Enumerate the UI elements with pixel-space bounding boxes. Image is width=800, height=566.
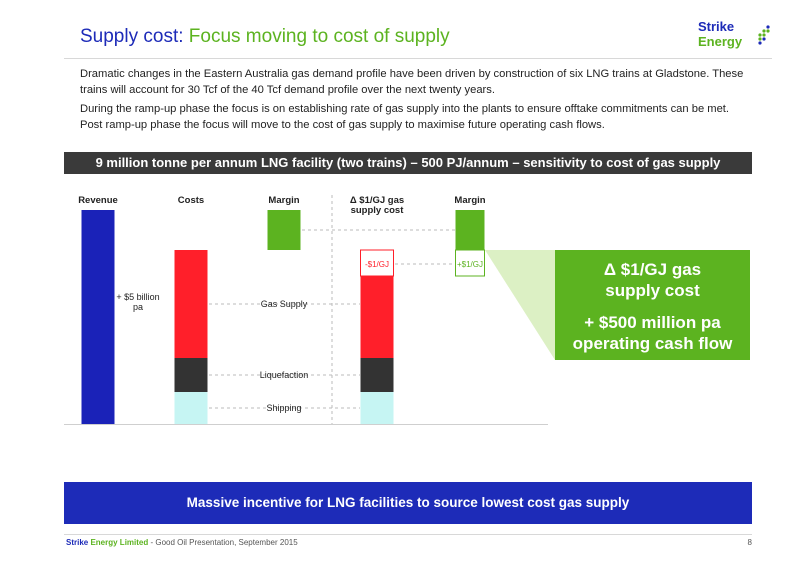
intro-paragraph-2: During the ramp-up phase the focus is on…: [80, 103, 730, 131]
bar-new-margin: [455, 210, 485, 250]
bottom-banner: Massive incentive for LNG facilities to …: [64, 482, 752, 524]
column-header-5-line-1: Margin: [454, 195, 485, 206]
callout-line4: operating cash flow: [572, 334, 733, 353]
annotation-revenue-line-2: pa: [133, 302, 143, 312]
footer-strike: Strike: [66, 538, 89, 547]
bar-costs-shipping: [174, 392, 208, 424]
page-number: 8: [747, 538, 752, 547]
label-liquefaction: Liquefaction: [260, 370, 309, 380]
annotation-delta-margin: +$1/GJ: [457, 260, 483, 269]
logo-energy: Energy: [698, 34, 743, 49]
bar-revenue: [81, 210, 115, 424]
column-header-3-line-1: Margin: [268, 195, 299, 206]
logo-dots-icon: [758, 25, 770, 45]
label-gas-supply: Gas Supply: [261, 299, 308, 309]
header-divider: [64, 58, 772, 59]
footer-energy: Energy Limited: [88, 538, 149, 547]
bar-costs-liquefaction: [174, 358, 208, 392]
callout-line1: Δ $1/GJ gas: [603, 260, 702, 279]
bar-delta-shipping: [360, 392, 394, 424]
column-header-4-line-2: supply cost: [351, 205, 405, 216]
column-header-2-line-1: Costs: [178, 195, 204, 206]
column-header-4-line-1: Δ $1/GJ gas: [350, 195, 404, 206]
annotation-revenue-line-1: + $5 billion: [116, 292, 159, 302]
footer: Strike Energy Limited - Good Oil Present…: [66, 538, 298, 547]
callout-wedge: [485, 250, 555, 360]
callout-line3: + $500 million pa: [584, 313, 721, 332]
bar-new-margin-increment: [455, 249, 485, 277]
footer-divider: [64, 534, 752, 535]
label-shipping: Shipping: [266, 403, 301, 413]
footer-rest: - Good Oil Presentation, September 2015: [148, 538, 298, 547]
bar-delta-gas-supply: [360, 276, 394, 358]
bar-margin: [267, 210, 301, 250]
intro-paragraph-1: Dramatic changes in the Eastern Australi…: [80, 68, 744, 96]
bar-costs-gas-supply: [174, 250, 208, 358]
title-part2: Focus moving to cost of supply: [188, 26, 450, 47]
annotation-delta-cost: -$1/GJ: [365, 260, 389, 269]
strike-energy-logo: Strike Energy: [662, 19, 772, 55]
page-title: Supply cost: Focus moving to cost of sup…: [80, 26, 450, 48]
logo-strike: Strike: [698, 19, 735, 34]
bar-delta-liquefaction: [360, 358, 394, 392]
title-part1: Supply cost:: [80, 26, 189, 47]
callout-box: Δ $1/GJ gas supply cost + $500 million p…: [555, 250, 750, 360]
callout-line2: supply cost: [605, 281, 700, 300]
column-header-1-line-1: Revenue: [78, 195, 118, 206]
sensitivity-banner: 9 million tonne per annum LNG facility (…: [64, 152, 752, 174]
